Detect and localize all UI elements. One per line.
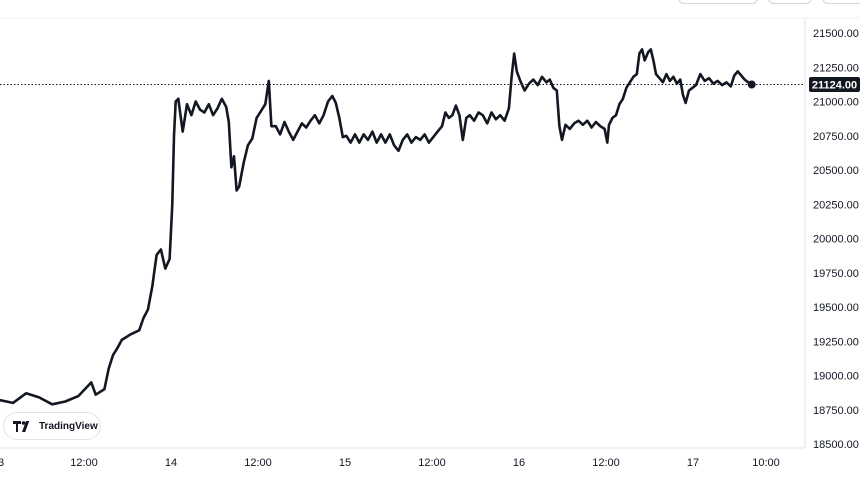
y-tick-label: 20000.00 (813, 234, 859, 246)
toolbar-button[interactable] (768, 0, 812, 4)
x-tick-label: 14 (165, 457, 177, 469)
x-axis: 3 12:00 14 12:00 15 12:00 16 12:00 17 10:00 (0, 457, 780, 469)
toolbar-button[interactable] (678, 0, 758, 4)
last-price-badge-text: 21124.00 (812, 80, 857, 92)
y-tick-label: 19000.00 (813, 371, 859, 383)
x-tick-label: 12:00 (70, 457, 98, 469)
x-tick-label: 12:00 (592, 457, 620, 469)
y-axis: 21500.00 21250.00 21000.00 20750.00 20500.00… (813, 28, 859, 451)
last-price-badge-bg (809, 77, 860, 92)
x-tick-label: 12:00 (418, 457, 446, 469)
last-price-badge: 21124.00 (809, 77, 860, 92)
price-series-line (0, 48, 753, 406)
tradingview-logo-icon (13, 420, 30, 432)
x-tick-label: 12:00 (244, 457, 272, 469)
x-tick-label: 16 (513, 457, 525, 469)
y-tick-label: 20250.00 (813, 199, 859, 211)
y-tick-label: 21250.00 (813, 62, 859, 74)
y-tick-label: 19750.00 (813, 268, 859, 280)
x-tick-label: 15 (339, 457, 351, 469)
x-tick-label: 17 (687, 457, 699, 469)
x-tick-label: 3 (0, 457, 4, 469)
y-tick-label: 19250.00 (813, 336, 859, 348)
y-tick-label: 20500.00 (813, 165, 859, 177)
tradingview-logo[interactable]: TradingView (3, 412, 101, 440)
y-tick-label: 21500.00 (813, 28, 859, 40)
last-price-marker (747, 80, 756, 89)
y-tick-label: 20750.00 (813, 131, 859, 143)
y-tick-label: 19500.00 (813, 302, 859, 314)
x-tick-label: 10:00 (752, 457, 780, 469)
y-tick-label: 18750.00 (813, 405, 859, 417)
y-tick-label: 18500.00 (813, 439, 859, 451)
y-tick-label: 21000.00 (813, 97, 859, 109)
tradingview-logo-text: TradingView (39, 420, 98, 432)
toolbar-button[interactable] (822, 0, 860, 4)
